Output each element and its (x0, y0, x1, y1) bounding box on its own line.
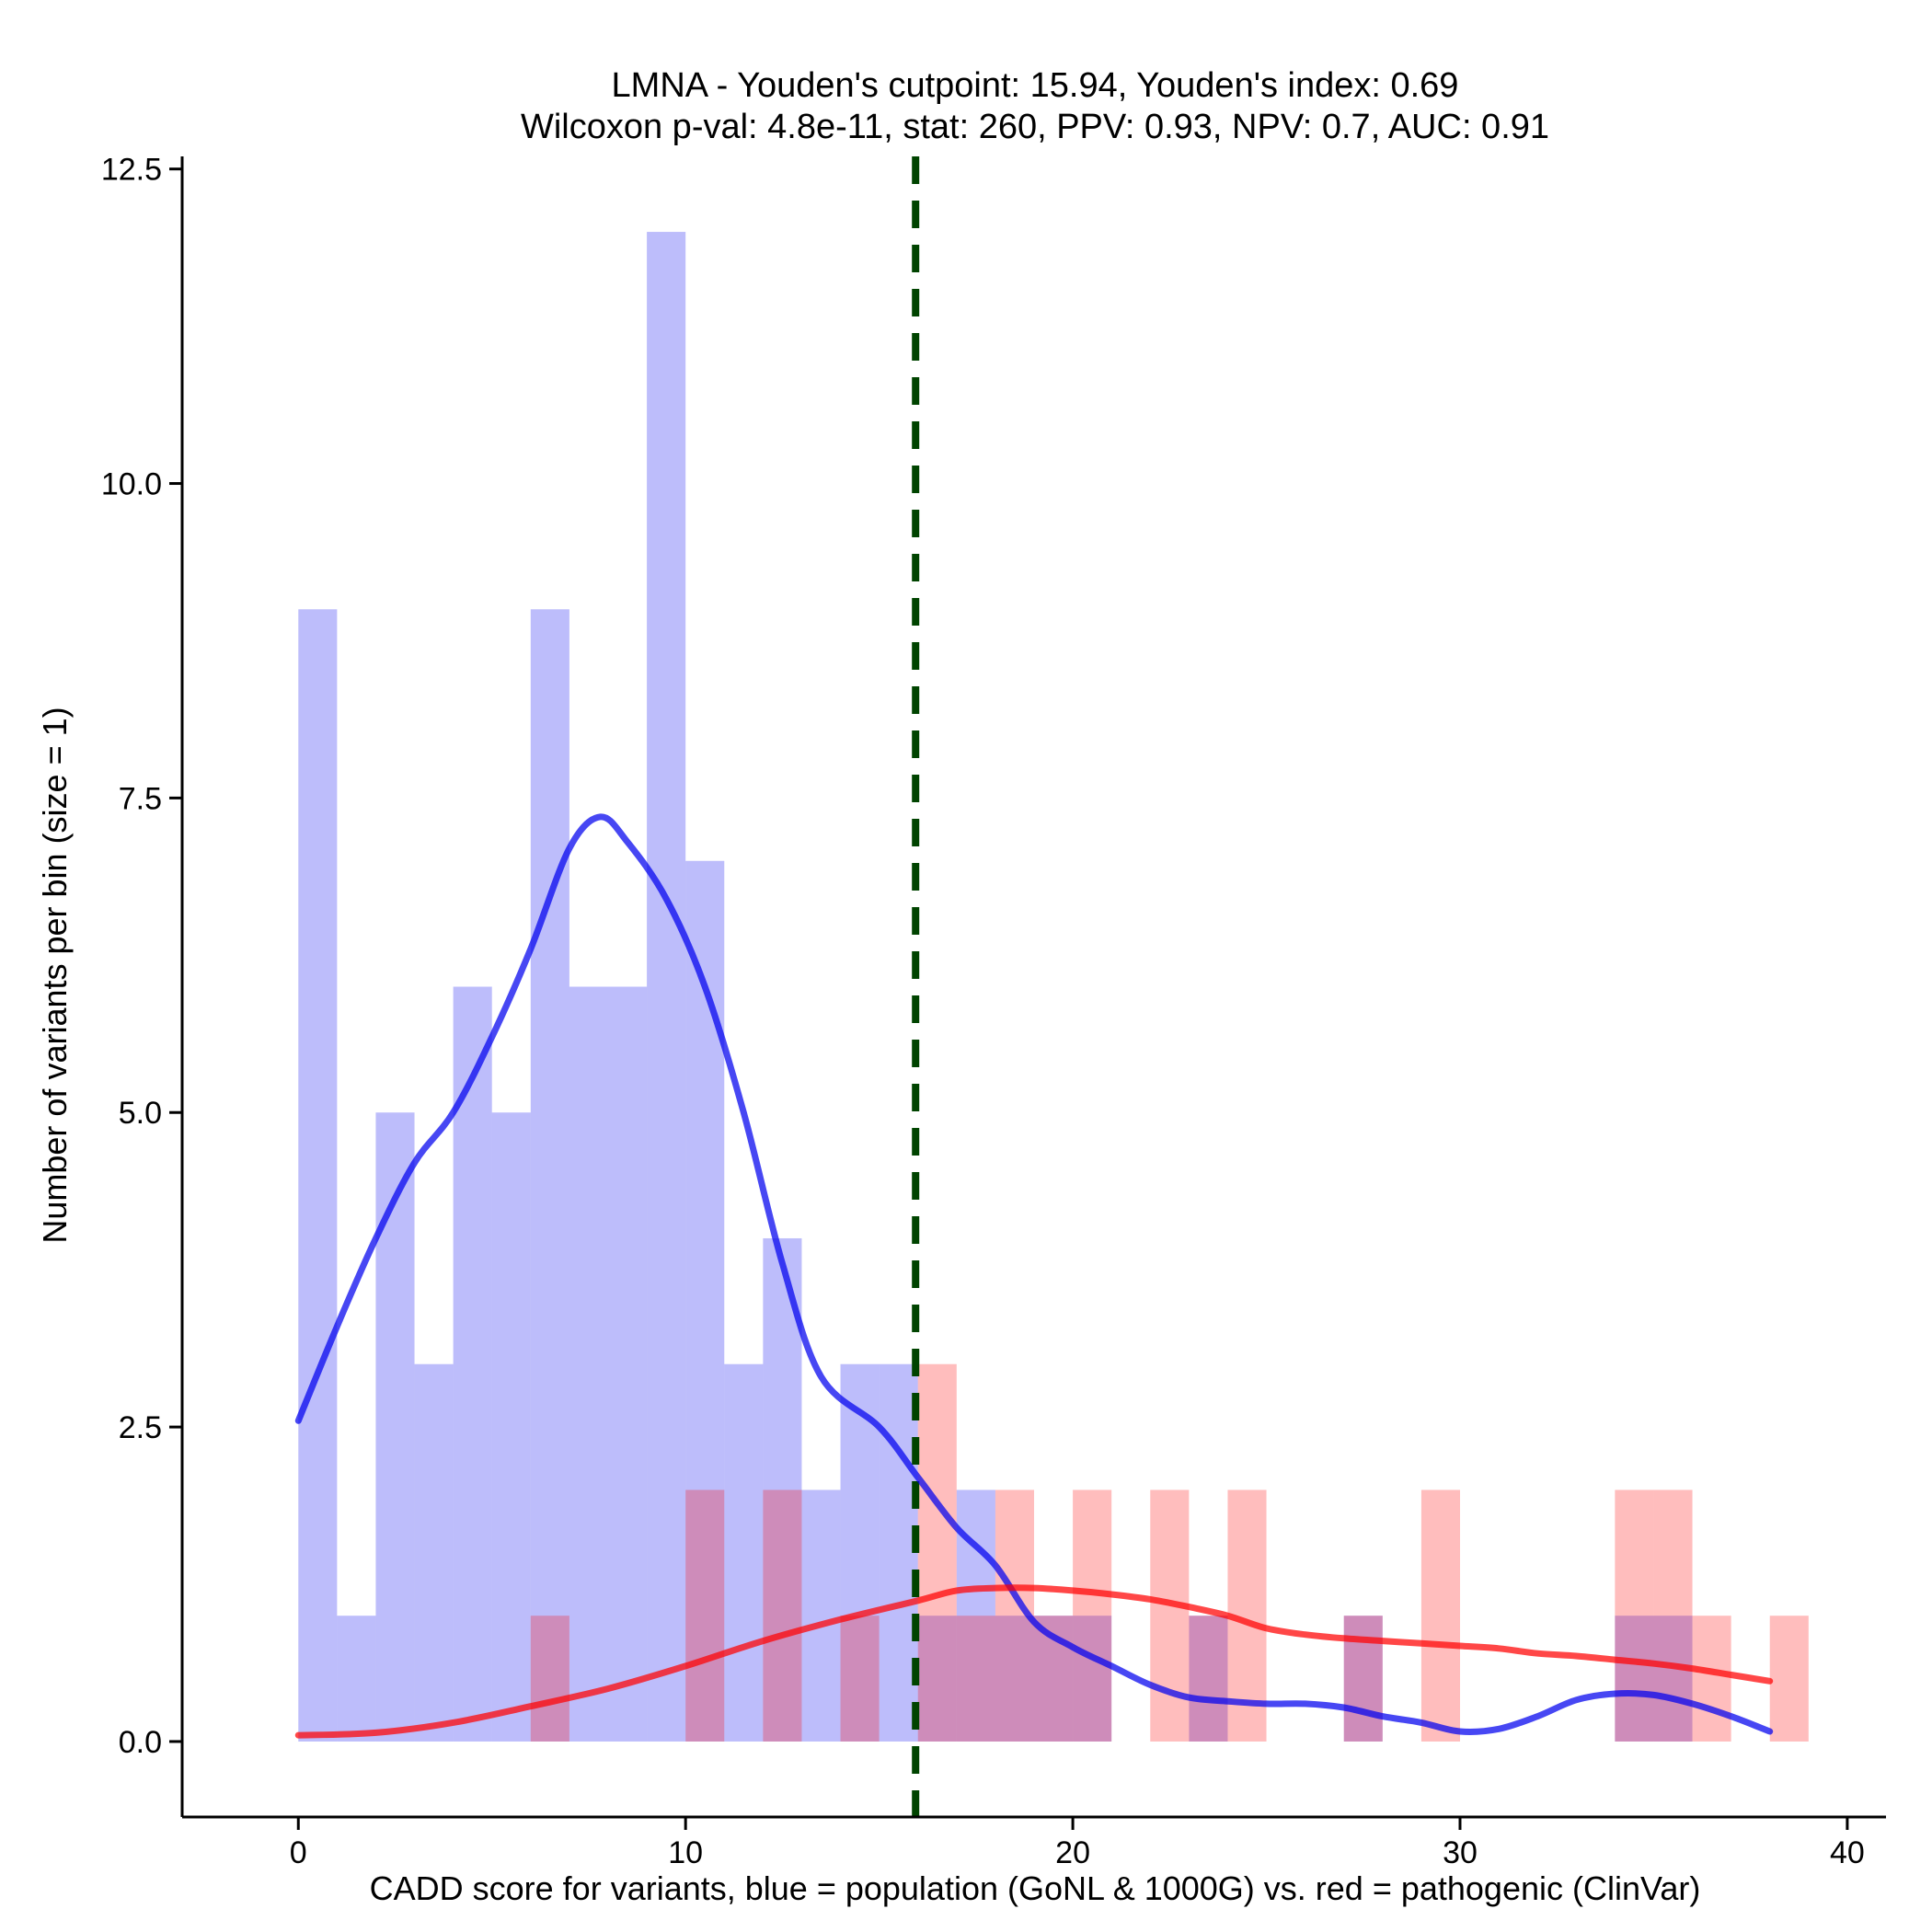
population-bar-10 (685, 860, 725, 1742)
pathogenic-bar-12 (763, 1489, 802, 1742)
x-tick-label-0: 0 (290, 1835, 307, 1870)
population-bar-35 (1653, 1616, 1693, 1742)
chart-title-line2: Wilcoxon p-val: 4.8e-11, stat: 260, PPV:… (521, 108, 1549, 146)
population-bar-4 (453, 986, 492, 1742)
pathogenic-bar-10 (685, 1489, 725, 1742)
population-bar-16 (917, 1616, 957, 1742)
x-tick-label-40: 40 (1830, 1835, 1865, 1870)
population-bar-3 (414, 1363, 454, 1742)
y-tick-label-2.5: 2.5 (119, 1410, 162, 1445)
y-axis-label: Number of variants per bin (size = 1) (36, 707, 74, 1243)
x-axis-label: CADD score for variants, blue = populati… (370, 1869, 1701, 1907)
population-bar-20 (1073, 1616, 1112, 1742)
population-bar-0 (298, 609, 338, 1742)
pathogenic-bar-38 (1769, 1616, 1809, 1742)
ticks: 0 10 20 30 40 0.0 2.5 5.0 7.5 10.0 12.5 (101, 153, 1865, 1870)
x-tick-label-20: 20 (1055, 1835, 1090, 1870)
population-bar-11 (724, 1363, 764, 1742)
population-bars (298, 232, 1693, 1742)
pathogenic-bar-27 (1343, 1616, 1383, 1742)
x-tick-label-30: 30 (1443, 1835, 1478, 1870)
pathogenic-bar-36 (1692, 1616, 1731, 1742)
pathogenic-bar-34 (1615, 1489, 1654, 1742)
population-bar-8 (608, 986, 648, 1742)
density-curves (294, 813, 1774, 1739)
population-bar-13 (801, 1489, 841, 1742)
population-bar-23 (1189, 1616, 1228, 1742)
population-bar-15 (879, 1363, 918, 1742)
pathogenic-bar-14 (840, 1616, 880, 1742)
axes (180, 156, 1886, 1819)
population-bar-5 (491, 1112, 531, 1742)
pathogenic-density-line (294, 1584, 1774, 1739)
population-bar-34 (1615, 1616, 1654, 1742)
pathogenic-bar-16 (917, 1363, 957, 1742)
population-bar-6 (530, 609, 569, 1742)
pathogenic-bar-6 (530, 1616, 569, 1742)
population-bar-1 (337, 1616, 376, 1742)
y-tick-label-0: 0.0 (119, 1725, 162, 1760)
chart-title-line1: LMNA - Youden's cutpoint: 15.94, Youden'… (612, 66, 1459, 105)
y-tick-label-5: 5.0 (119, 1096, 162, 1131)
population-bar-14 (840, 1363, 880, 1742)
x-tick-label-10: 10 (668, 1835, 703, 1870)
population-bar-18 (995, 1616, 1034, 1742)
population-bar-9 (647, 232, 686, 1742)
population-density-line (294, 813, 1774, 1735)
pathogenic-bar-23 (1189, 1616, 1228, 1742)
y-tick-label-10: 10.0 (101, 467, 162, 502)
pathogenic-bar-22 (1150, 1489, 1190, 1742)
population-bar-2 (375, 1112, 415, 1742)
y-tick-label-12.5: 12.5 (101, 153, 162, 188)
population-bar-7 (569, 986, 608, 1742)
pathogenic-bar-20 (1073, 1489, 1112, 1742)
pathogenic-bar-17 (956, 1616, 995, 1742)
population-bar-12 (763, 1237, 802, 1742)
pathogenic-bar-29 (1420, 1489, 1460, 1742)
y-tick-label-7.5: 7.5 (119, 781, 162, 816)
pathogenic-bars (530, 1363, 1809, 1742)
